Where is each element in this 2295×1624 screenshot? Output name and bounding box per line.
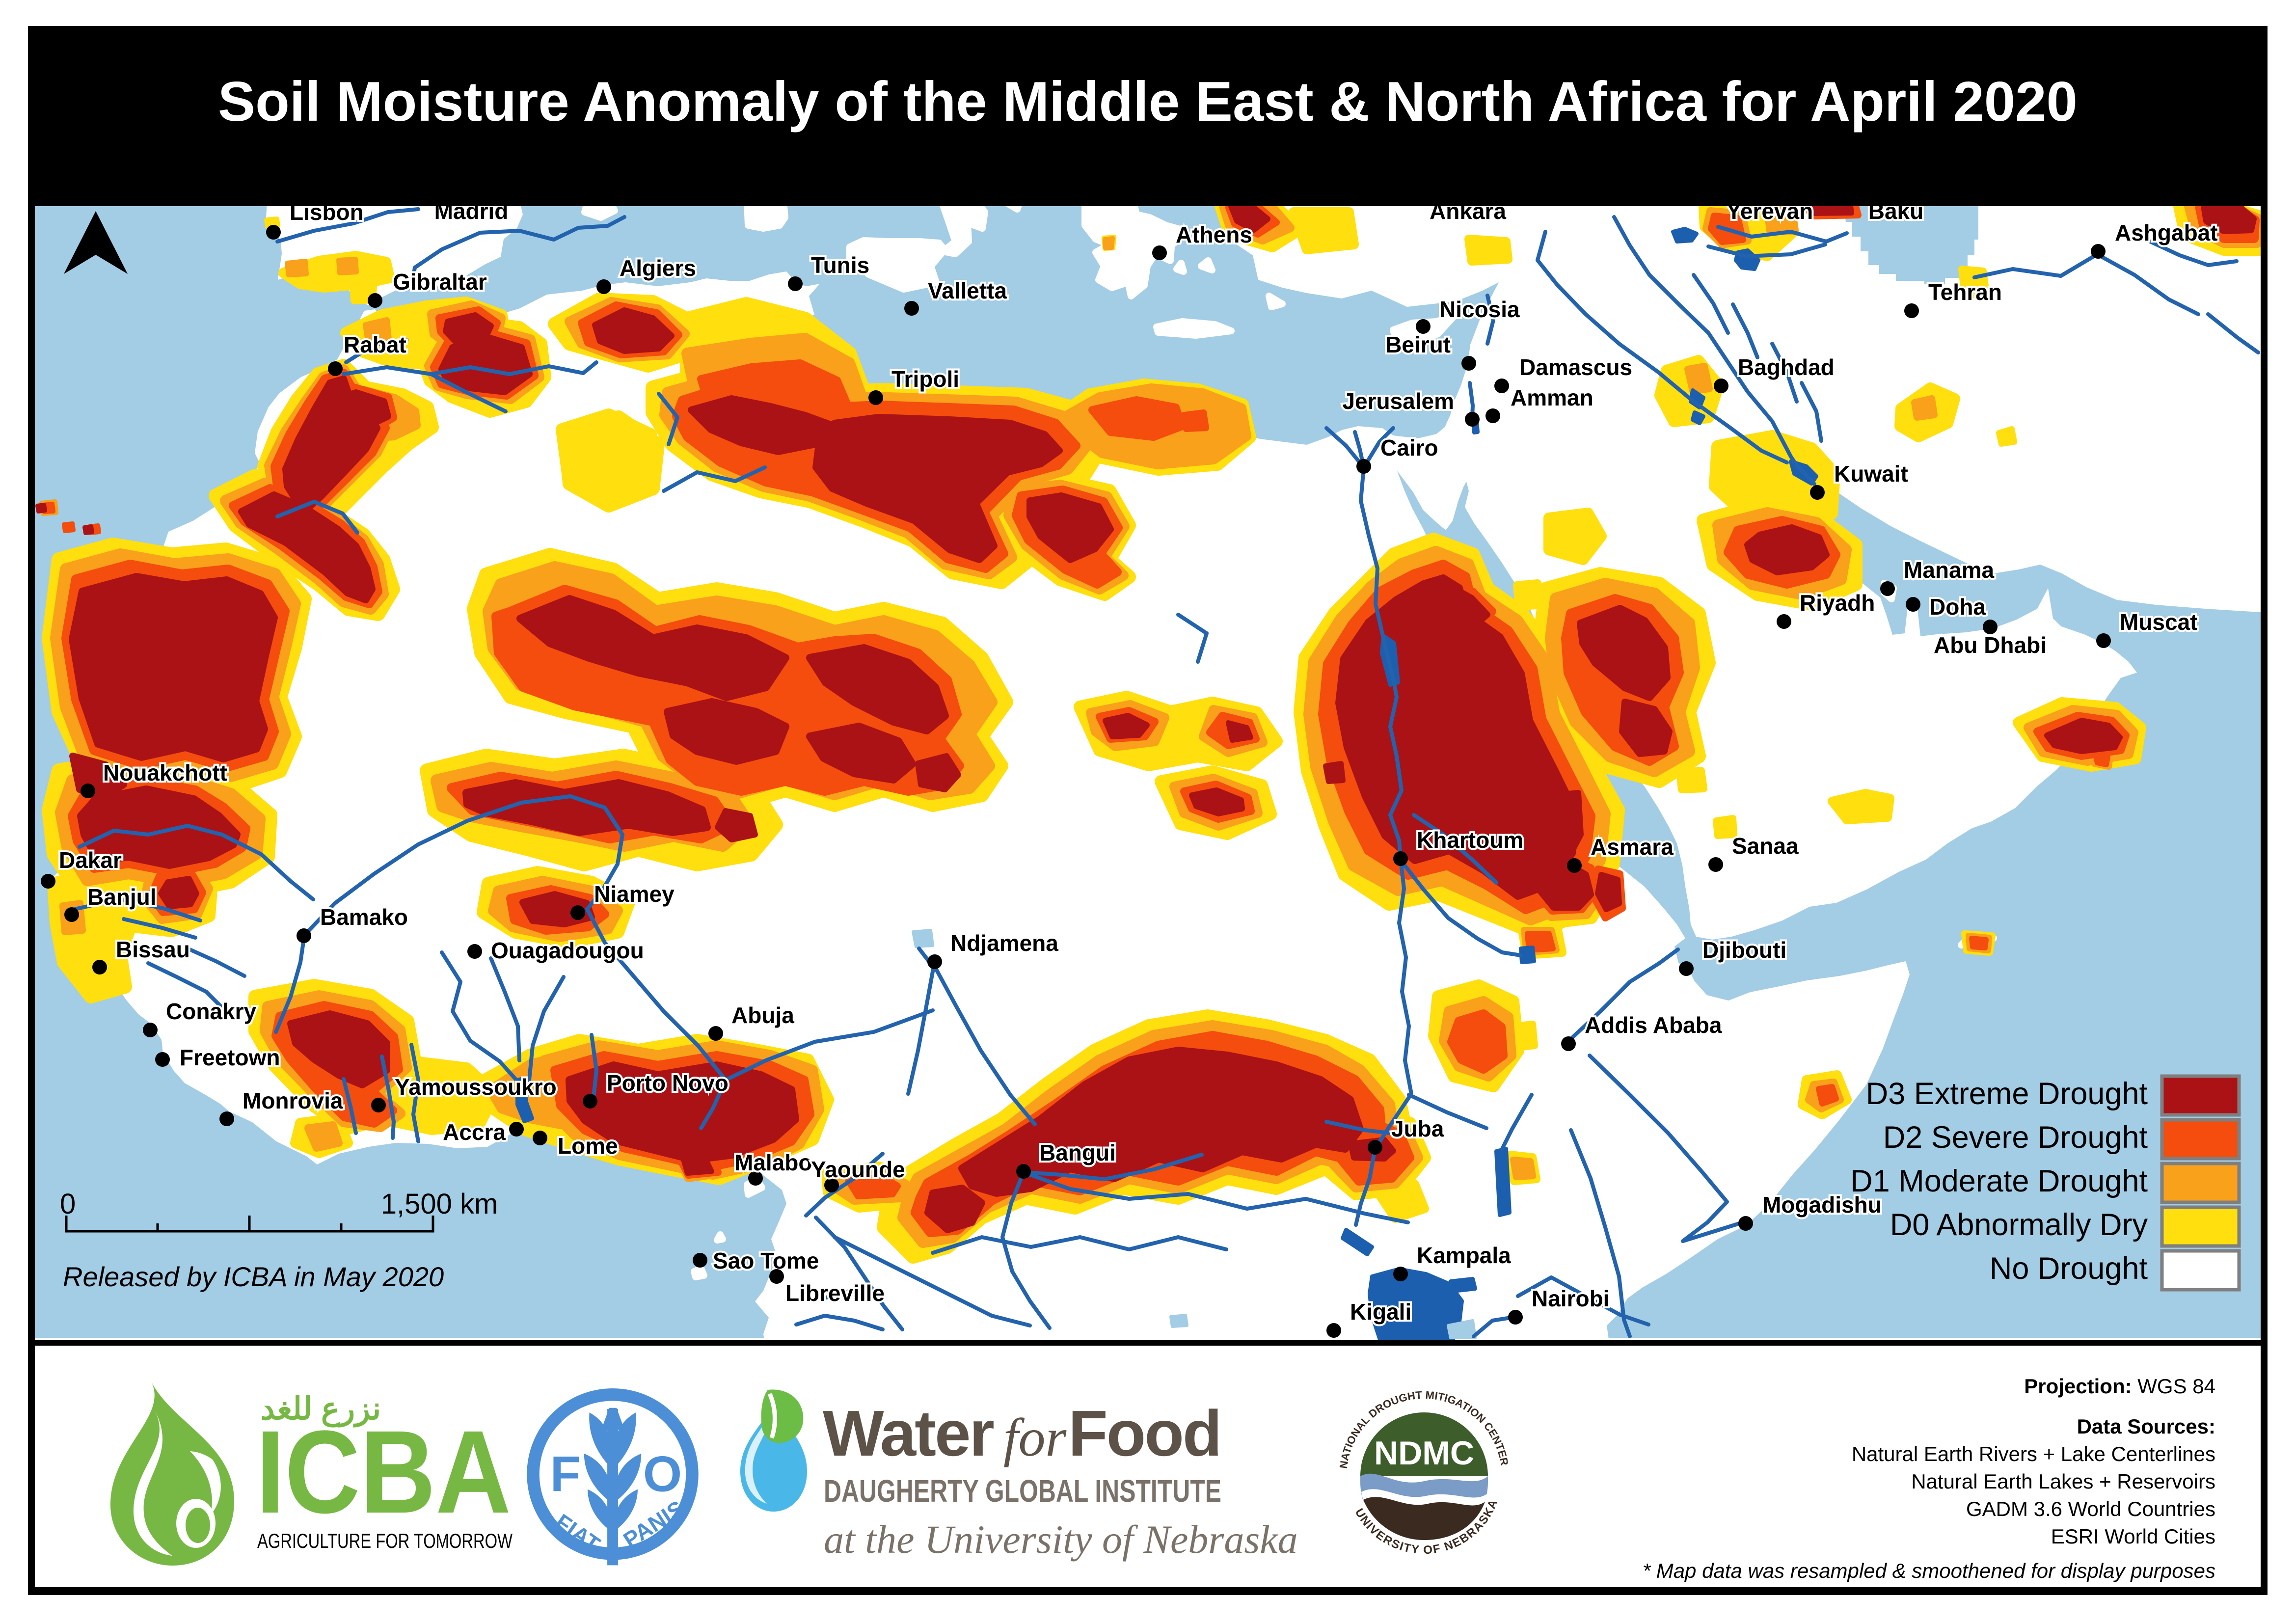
svg-text:Manama: Manama bbox=[1904, 557, 1994, 583]
svg-text:Riyadh: Riyadh bbox=[1800, 590, 1875, 616]
svg-text:DAUGHERTY GLOBAL INSTITUTE: DAUGHERTY GLOBAL INSTITUTE bbox=[824, 1473, 1221, 1509]
svg-text:for: for bbox=[1003, 1407, 1067, 1467]
svg-text:Nouakchott: Nouakchott bbox=[103, 760, 227, 785]
svg-text:Yamoussoukro: Yamoussoukro bbox=[395, 1074, 557, 1100]
svg-text:1,500 km: 1,500 km bbox=[381, 1188, 498, 1220]
svg-text:Porto Novo: Porto Novo bbox=[607, 1070, 729, 1096]
svg-text:Ashgabat: Ashgabat bbox=[2115, 220, 2218, 245]
svg-text:Yerevan: Yerevan bbox=[1727, 206, 1813, 224]
svg-text:Gibraltar: Gibraltar bbox=[393, 269, 487, 295]
svg-text:Muscat: Muscat bbox=[2120, 609, 2197, 635]
svg-text:Water: Water bbox=[823, 1397, 994, 1469]
svg-text:Athens: Athens bbox=[1176, 222, 1252, 247]
svg-text:Released by ICBA in May 2020: Released by ICBA in May 2020 bbox=[63, 1261, 444, 1292]
svg-text:Cairo: Cairo bbox=[1380, 435, 1438, 460]
svg-text:Baku: Baku bbox=[1868, 206, 1923, 224]
svg-text:Monrovia: Monrovia bbox=[243, 1088, 343, 1113]
svg-text:Conakry: Conakry bbox=[166, 999, 256, 1024]
svg-text:D1 Moderate Drought: D1 Moderate Drought bbox=[1850, 1164, 2148, 1198]
svg-text:D3 Extreme Drought: D3 Extreme Drought bbox=[1866, 1077, 2148, 1111]
svg-text:Libreville: Libreville bbox=[785, 1280, 885, 1306]
svg-text:Food: Food bbox=[1068, 1397, 1221, 1469]
svg-text:Kigali: Kigali bbox=[1350, 1299, 1411, 1325]
svg-text:Bangui: Bangui bbox=[1039, 1140, 1116, 1165]
svg-text:Tunis: Tunis bbox=[811, 252, 869, 278]
svg-text:Accra: Accra bbox=[443, 1119, 506, 1145]
svg-text:Kuwait: Kuwait bbox=[1834, 461, 1908, 487]
svg-text:Amman: Amman bbox=[1511, 385, 1593, 410]
svg-text:Baghdad: Baghdad bbox=[1738, 354, 1835, 380]
svg-text:Abuja: Abuja bbox=[731, 1002, 794, 1028]
svg-text:Sanaa: Sanaa bbox=[1732, 833, 1799, 859]
svg-text:Bamako: Bamako bbox=[320, 904, 408, 930]
svg-text:Tripoli: Tripoli bbox=[891, 366, 959, 392]
svg-text:Nairobi: Nairobi bbox=[1532, 1286, 1609, 1311]
svg-text:D2 Severe Drought: D2 Severe Drought bbox=[1883, 1120, 2148, 1155]
svg-text:Freetown: Freetown bbox=[180, 1045, 280, 1070]
svg-text:Addis Ababa: Addis Ababa bbox=[1585, 1012, 1722, 1038]
svg-text:Ndjamena: Ndjamena bbox=[950, 930, 1058, 956]
svg-text:Niamey: Niamey bbox=[594, 881, 675, 907]
svg-text:Lome: Lome bbox=[558, 1133, 618, 1159]
svg-text:Mogadishu: Mogadishu bbox=[1762, 1192, 1882, 1218]
svg-text:Khartoum: Khartoum bbox=[1417, 827, 1523, 853]
svg-text:ICBA: ICBA bbox=[256, 1406, 511, 1538]
svg-text:Valletta: Valletta bbox=[928, 278, 1007, 303]
svg-text:Yaounde: Yaounde bbox=[811, 1157, 905, 1182]
svg-text:O: O bbox=[643, 1446, 682, 1502]
svg-text:Kampala: Kampala bbox=[1417, 1243, 1511, 1268]
svg-text:No Drought: No Drought bbox=[1990, 1251, 2148, 1286]
svg-text:Tehran: Tehran bbox=[1928, 279, 2002, 305]
svg-text:Juba: Juba bbox=[1391, 1116, 1444, 1141]
svg-text:at the University of Nebraska: at the University of Nebraska bbox=[824, 1517, 1298, 1562]
svg-text:NDMC: NDMC bbox=[1374, 1435, 1474, 1472]
svg-text:Ankara: Ankara bbox=[1430, 206, 1506, 224]
svg-text:0: 0 bbox=[60, 1188, 76, 1220]
svg-text:F: F bbox=[550, 1446, 581, 1502]
svg-text:Nicosia: Nicosia bbox=[1439, 297, 1520, 322]
svg-text:Madrid: Madrid bbox=[434, 206, 509, 224]
svg-text:Algiers: Algiers bbox=[620, 255, 696, 281]
svg-text:Jerusalem: Jerusalem bbox=[1342, 388, 1454, 414]
svg-text:Dakar: Dakar bbox=[59, 847, 122, 873]
svg-text:A: A bbox=[597, 1399, 628, 1447]
svg-text:Rabat: Rabat bbox=[344, 332, 406, 357]
svg-text:Djibouti: Djibouti bbox=[1702, 937, 1786, 963]
svg-text:Bissau: Bissau bbox=[116, 937, 190, 962]
svg-text:Doha: Doha bbox=[1929, 594, 1986, 620]
svg-text:AGRICULTURE FOR TOMORROW: AGRICULTURE FOR TOMORROW bbox=[257, 1529, 513, 1552]
svg-text:Beirut: Beirut bbox=[1385, 332, 1451, 357]
svg-text:Sao Tome: Sao Tome bbox=[713, 1248, 819, 1273]
svg-text:Banjul: Banjul bbox=[87, 884, 157, 910]
svg-text:Damascus: Damascus bbox=[1519, 354, 1632, 380]
svg-text:Asmara: Asmara bbox=[1591, 834, 1674, 860]
svg-text:Ouagadougou: Ouagadougou bbox=[491, 938, 644, 963]
svg-text:D0 Abnormally Dry: D0 Abnormally Dry bbox=[1890, 1208, 2148, 1242]
svg-text:Malabo: Malabo bbox=[734, 1150, 812, 1175]
svg-text:نزرع للغد: نزرع للغد bbox=[261, 1391, 381, 1428]
svg-text:Lisbon: Lisbon bbox=[290, 206, 364, 225]
svg-text:Abu Dhabi: Abu Dhabi bbox=[1934, 632, 2047, 658]
